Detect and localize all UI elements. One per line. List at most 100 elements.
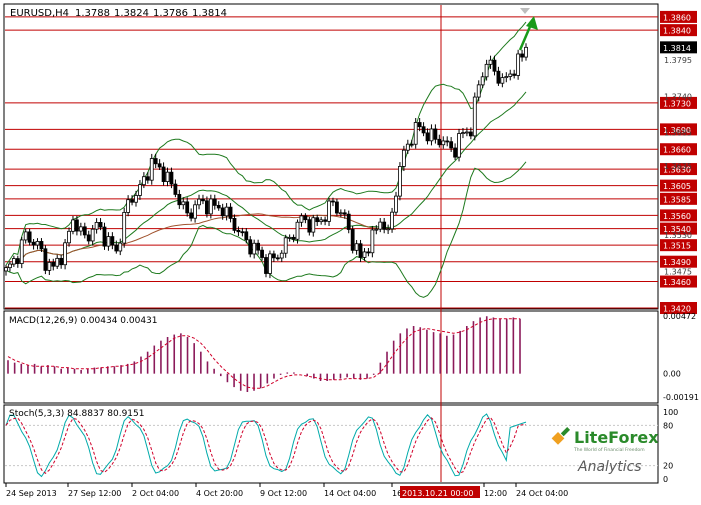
candle	[205, 196, 209, 218]
level-price-label: 1.3690	[663, 126, 691, 135]
time-tick-label: 27 Sep 12:00	[68, 489, 121, 498]
candle	[94, 218, 99, 234]
price-tick-label: 1.3530	[664, 231, 692, 240]
level-price-label: 1.3560	[663, 212, 691, 221]
logo-product: Analytics	[577, 459, 642, 475]
time-tick-label: 9 Oct 12:00	[260, 489, 307, 498]
candle	[27, 228, 32, 246]
candle	[75, 215, 79, 236]
liteforex-logo: LiteForex The World of Financial Freedom…	[551, 427, 659, 475]
candle	[429, 124, 434, 146]
level-price-label: 1.3730	[663, 99, 691, 108]
time-tick-label: 14 Oct 04:00	[324, 489, 376, 498]
candle	[492, 55, 497, 76]
symbol-header: EURUSD,H4 1.3788 1.3824 1.3786 1.3814	[10, 8, 227, 19]
candle	[51, 258, 56, 271]
candle	[256, 239, 261, 255]
candle	[472, 92, 477, 141]
chart-shift-marker	[520, 8, 530, 14]
level-price-box	[660, 10, 697, 23]
candle	[291, 234, 296, 243]
candle	[354, 240, 359, 255]
candle	[43, 245, 48, 275]
level-price-label: 1.3460	[663, 278, 691, 287]
price-tick-label: 1.3685	[664, 129, 692, 138]
candle	[212, 194, 217, 210]
level-price-label: 1.3515	[663, 242, 691, 251]
time-tick-label: 16	[392, 489, 402, 498]
high-value: 1.3824	[114, 8, 149, 19]
stoch-tick-label: 100	[663, 408, 678, 417]
candle	[433, 124, 438, 144]
candle	[370, 225, 375, 258]
candle	[264, 254, 268, 278]
level-price-box	[660, 96, 697, 109]
candle	[398, 162, 402, 201]
candle	[500, 73, 505, 88]
candle	[23, 228, 28, 244]
candle	[362, 248, 367, 261]
candle	[441, 136, 446, 149]
candle	[19, 236, 24, 269]
candle	[378, 218, 383, 233]
candle	[457, 128, 461, 162]
candle	[71, 215, 75, 235]
candle	[169, 167, 174, 189]
candle	[405, 139, 410, 154]
stoch-label: Stoch(5,3,3) 84.8837 80.9151	[9, 409, 144, 419]
candle	[55, 254, 60, 269]
forecast-arrow-head	[526, 16, 538, 30]
stochastic-indicator	[5, 413, 527, 478]
candle	[421, 122, 426, 137]
candle	[327, 197, 331, 226]
candle	[138, 180, 142, 200]
candle	[279, 250, 284, 263]
candle	[417, 117, 422, 132]
candle	[524, 43, 528, 61]
candle	[161, 162, 166, 186]
candle	[465, 127, 469, 137]
candle	[315, 214, 320, 227]
candle	[98, 218, 103, 231]
level-price-label: 1.3605	[663, 182, 691, 191]
candle	[504, 72, 509, 83]
candle	[47, 258, 52, 275]
candle	[425, 128, 430, 145]
stoch-main-line	[5, 413, 527, 478]
candle	[366, 248, 371, 257]
candle	[201, 194, 205, 205]
price-tick-label: 1.3740	[664, 92, 692, 101]
candle	[496, 66, 501, 86]
level-price-box	[660, 239, 697, 252]
candle	[520, 49, 524, 62]
close-value: 1.3814	[192, 8, 227, 19]
candle	[228, 203, 233, 223]
logo-tagline: The World of Financial Freedom	[573, 447, 645, 453]
candle	[15, 255, 20, 268]
candle	[275, 254, 280, 261]
level-price-box	[660, 163, 697, 176]
candle	[287, 234, 292, 242]
time-tick-label: 4 Oct 20:00	[196, 489, 243, 498]
candle	[319, 216, 324, 225]
candle	[181, 197, 186, 210]
candle	[106, 232, 111, 251]
candle	[299, 213, 304, 227]
candle	[271, 250, 276, 263]
candle	[453, 143, 457, 161]
support-resistance-levels: 1.38601.38401.37301.36901.36601.36301.36…	[5, 10, 697, 314]
candle	[445, 136, 450, 147]
candle	[141, 172, 146, 189]
candle	[516, 49, 521, 80]
stoch-tick-label: 20	[663, 462, 673, 471]
candle	[122, 207, 127, 248]
candle	[480, 72, 485, 89]
candle	[335, 198, 339, 216]
logo-brand: LiteForex	[574, 428, 659, 447]
candle	[252, 239, 257, 259]
candle	[461, 127, 465, 139]
symbol-label: EURUSD,H4	[10, 8, 69, 19]
candle	[484, 59, 489, 81]
stoch-tick-label: 0	[663, 475, 668, 484]
